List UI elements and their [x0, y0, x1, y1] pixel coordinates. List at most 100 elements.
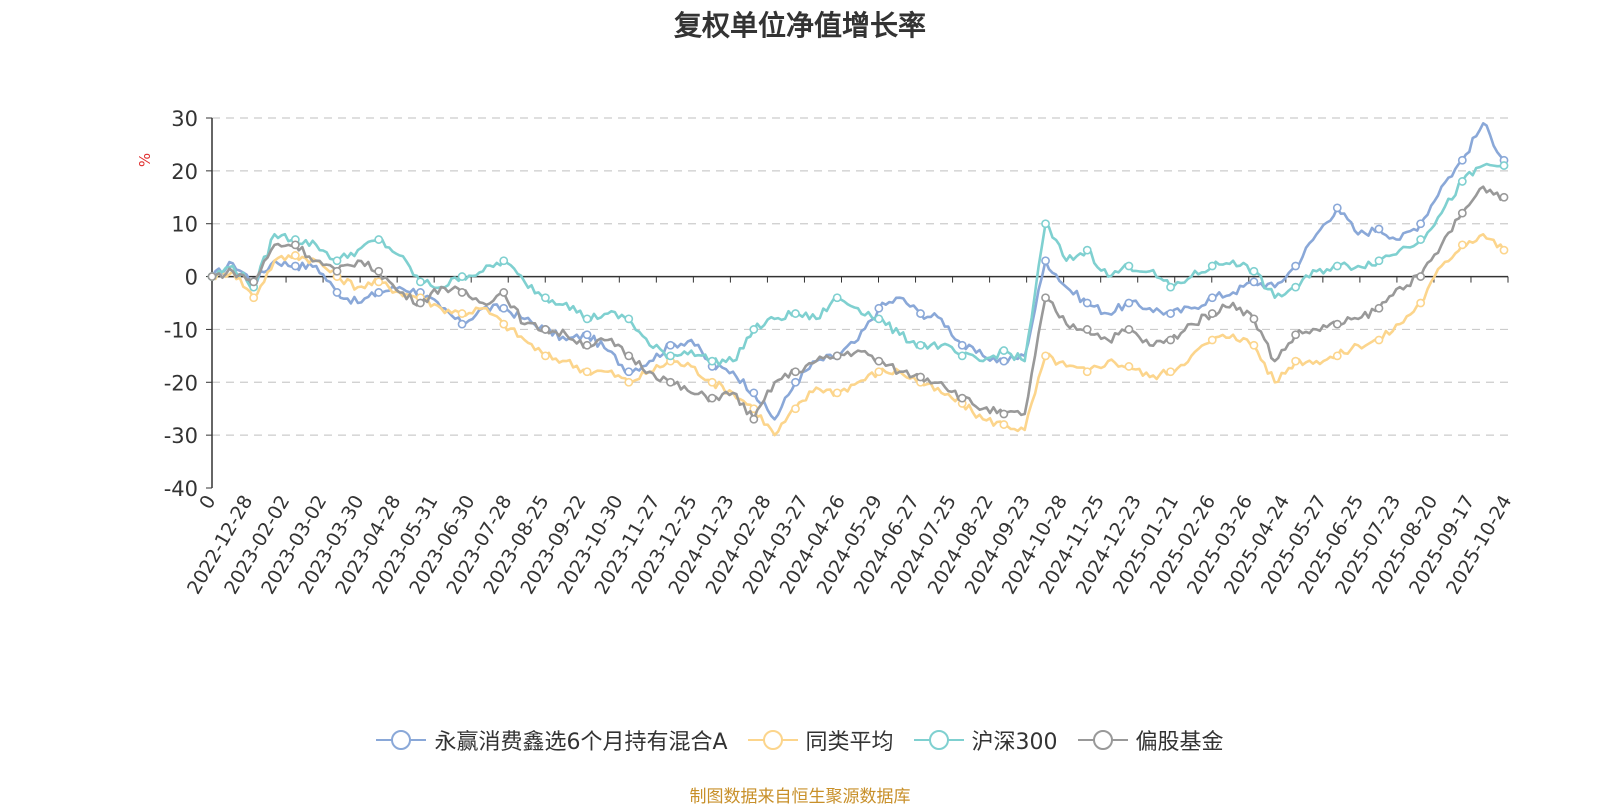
series-point — [999, 409, 1009, 419]
series-point — [666, 340, 675, 350]
series-point — [624, 377, 634, 387]
legend-label: 沪深300 — [971, 730, 1058, 755]
legend-item[interactable]: 沪深300 — [913, 724, 1058, 756]
series-point — [1416, 219, 1426, 229]
series-point — [1207, 261, 1217, 271]
y-tick-labels: -40 -30 -20 -10 0 10 20 30 — [164, 107, 198, 501]
series-point — [1416, 298, 1426, 308]
series-point — [1332, 319, 1342, 329]
series-point — [1249, 314, 1259, 324]
series-point — [332, 288, 342, 297]
series-point — [290, 240, 300, 250]
series-point — [1041, 219, 1050, 229]
series-point — [874, 356, 884, 366]
series-line — [210, 122, 1505, 421]
y-tick-label: -20 — [164, 371, 198, 395]
series-point — [582, 330, 592, 340]
series-point — [1041, 256, 1050, 266]
series-point — [916, 372, 925, 382]
series-point — [457, 319, 467, 329]
series-point — [374, 277, 384, 287]
series-point — [624, 314, 634, 324]
y-tick-label: -30 — [164, 424, 198, 448]
series-point — [999, 356, 1009, 366]
series-point — [707, 356, 717, 366]
series-point — [874, 367, 884, 377]
series-point — [1291, 356, 1301, 366]
series-point — [791, 377, 800, 387]
legend-marker-icon — [376, 730, 427, 750]
series-point — [1457, 240, 1467, 250]
series-point — [666, 351, 675, 361]
series-line — [211, 233, 1506, 437]
series-point — [749, 388, 759, 398]
source-note: 制图数据来自恒生聚源数据库 — [689, 787, 911, 807]
series-point — [1374, 224, 1384, 234]
legend-marker-icon — [1077, 730, 1128, 750]
series-point — [1249, 266, 1259, 276]
chart-title: 复权单位净值增长率 — [673, 9, 926, 42]
series-point — [457, 288, 467, 297]
series-point — [415, 277, 425, 287]
legend-item[interactable]: 永赢消费鑫选6个月持有混合A — [376, 724, 728, 756]
y-tick-label: 30 — [171, 107, 198, 131]
series-point — [1499, 161, 1509, 170]
series-point — [832, 388, 842, 398]
x-tick-labels: 02022-12-282023-02-022023-03-022023-03-3… — [183, 276, 1516, 598]
series-point — [374, 235, 384, 244]
series-point — [1499, 245, 1509, 255]
series-point — [1041, 351, 1050, 361]
series-point — [541, 351, 550, 361]
series-point — [999, 346, 1009, 355]
series-lines — [207, 122, 1509, 437]
legend-label: 偏股基金 — [1135, 730, 1224, 755]
series-point — [1166, 309, 1175, 318]
series-point — [1291, 261, 1301, 271]
series-point — [666, 377, 675, 387]
series-point — [1291, 282, 1301, 292]
series-point — [1207, 293, 1217, 303]
series-point — [999, 420, 1009, 429]
series-point — [874, 303, 884, 313]
series-point — [791, 309, 800, 318]
series-point — [749, 325, 759, 334]
series-point — [582, 367, 592, 377]
y-tick-label: 0 — [185, 266, 198, 290]
series-point — [1374, 303, 1384, 313]
series-point — [791, 404, 800, 414]
series-point — [957, 351, 967, 361]
series-point — [832, 351, 842, 361]
series-point — [290, 261, 300, 271]
series-line — [211, 162, 1505, 367]
series-point — [207, 272, 217, 281]
series-point — [957, 340, 967, 350]
series-point — [1249, 340, 1259, 350]
series-point — [457, 272, 467, 281]
series-point — [957, 393, 967, 403]
series-point — [707, 393, 717, 403]
series-point — [582, 314, 592, 324]
series-point — [332, 266, 342, 276]
series-point — [1082, 367, 1092, 377]
legend-label: 永赢消费鑫选6个月持有混合A — [434, 730, 728, 755]
legend-item[interactable]: 同类平均 — [747, 724, 894, 756]
x-tick-label: 0 — [195, 492, 220, 513]
series-point — [1332, 261, 1342, 271]
series-point — [499, 256, 509, 266]
legend-label: 同类平均 — [805, 730, 894, 755]
series-point — [832, 293, 842, 303]
y-tick-label: 10 — [171, 213, 198, 237]
series-point — [1124, 261, 1134, 271]
series-point — [457, 309, 467, 318]
series-point — [1416, 272, 1426, 281]
series-point — [499, 303, 509, 313]
series-point — [374, 266, 384, 276]
series-point — [1124, 298, 1134, 308]
series-point — [791, 367, 800, 377]
series-point — [1166, 282, 1175, 292]
series-point — [1374, 256, 1384, 266]
series-point — [624, 351, 634, 361]
y-tick-label: -10 — [164, 318, 198, 342]
legend-item[interactable]: 偏股基金 — [1077, 724, 1224, 756]
series-point — [1291, 330, 1301, 340]
